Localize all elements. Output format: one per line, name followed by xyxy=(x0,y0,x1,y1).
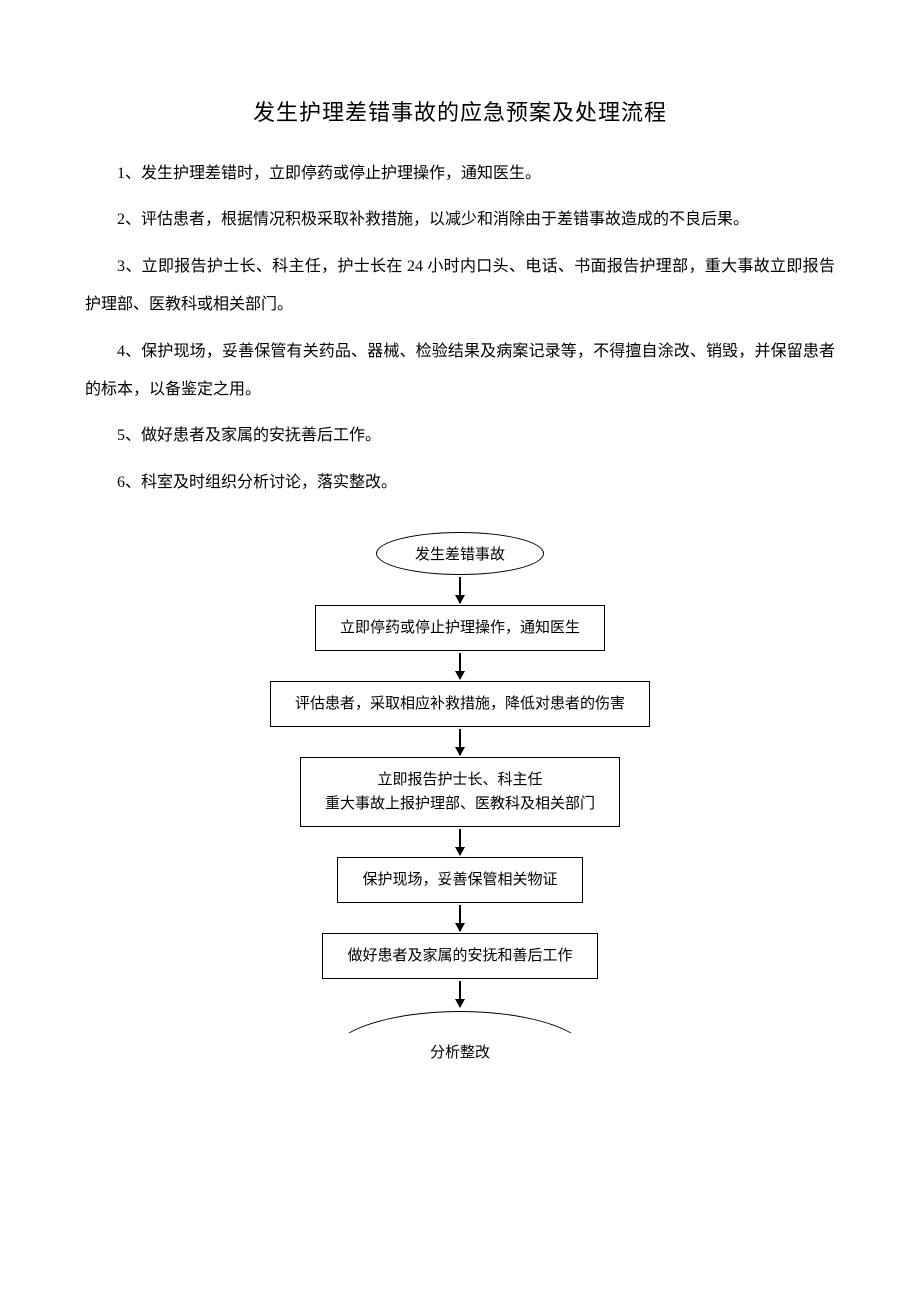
flow-node-protect-scene: 保护现场，妥善保管相关物证 xyxy=(337,857,582,903)
paragraph-2: 2、评估患者，根据情况积极采取补救措施，以减少和消除由于差错事故造成的不良后果。 xyxy=(85,201,835,239)
flow-node-start: 发生差错事故 xyxy=(376,532,544,575)
flow-node-report-line2: 重大事故上报护理部、医教科及相关部门 xyxy=(325,792,595,816)
flow-node-report: 立即报告护士长、科主任 重大事故上报护理部、医教科及相关部门 xyxy=(300,757,620,827)
flow-node-report-line1: 立即报告护士长、科主任 xyxy=(325,768,595,792)
flow-arrow-icon xyxy=(459,905,461,931)
paragraph-3: 3、立即报告护士长、科主任，护士长在 24 小时内口头、电话、书面报告护理部，重… xyxy=(85,248,835,325)
flowchart: 发生差错事故 立即停药或停止护理操作，通知医生 评估患者，采取相应补救措施，降低… xyxy=(85,532,835,1062)
flow-node-comfort: 做好患者及家属的安抚和善后工作 xyxy=(322,933,597,979)
document-title: 发生护理差错事故的应急预案及处理流程 xyxy=(85,95,835,127)
flow-arrow-icon xyxy=(459,653,461,679)
flow-node-arc-icon xyxy=(330,1011,590,1033)
flow-node-assess-patient: 评估患者，采取相应补救措施，降低对患者的伤害 xyxy=(270,681,650,727)
flow-arrow-icon xyxy=(459,981,461,1007)
paragraph-1: 1、发生护理差错时，立即停药或停止护理操作，通知医生。 xyxy=(85,155,835,193)
flow-arrow-icon xyxy=(459,577,461,603)
paragraph-5: 5、做好患者及家属的安抚善后工作。 xyxy=(85,417,835,455)
flow-node-analyze: 分析整改 xyxy=(430,1041,490,1062)
paragraph-4: 4、保护现场，妥善保管有关药品、器械、检验结果及病案记录等，不得擅自涂改、销毁，… xyxy=(85,333,835,410)
paragraph-6: 6、科室及时组织分析讨论，落实整改。 xyxy=(85,464,835,502)
flow-arrow-icon xyxy=(459,729,461,755)
flow-arrow-icon xyxy=(459,829,461,855)
flow-node-stop-operation: 立即停药或停止护理操作，通知医生 xyxy=(315,605,605,651)
